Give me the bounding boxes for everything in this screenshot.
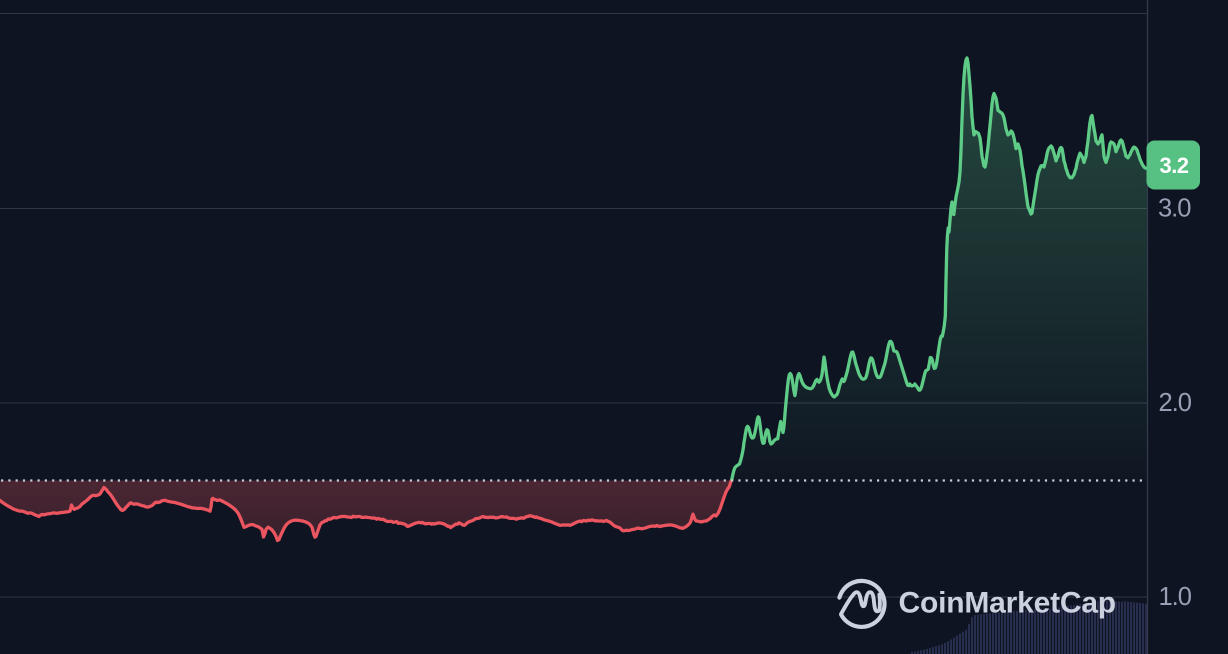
- svg-text:2.0: 2.0: [1159, 389, 1192, 417]
- svg-text:CoinMarketCap: CoinMarketCap: [899, 587, 1116, 620]
- svg-text:3.0: 3.0: [1158, 195, 1191, 223]
- svg-text:3.2: 3.2: [1159, 153, 1188, 178]
- svg-text:1.0: 1.0: [1159, 583, 1192, 611]
